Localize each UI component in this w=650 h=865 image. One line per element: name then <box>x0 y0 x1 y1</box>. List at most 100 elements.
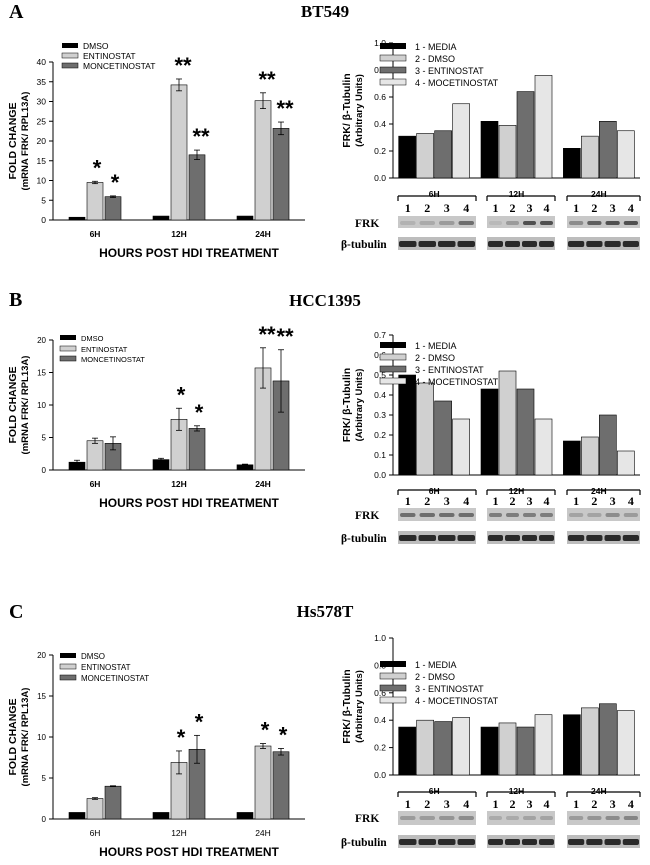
legend-swatch <box>379 672 407 680</box>
y-axis-label: FOLD CHANGE <box>7 367 19 444</box>
x-tick-label: 6H <box>429 786 440 796</box>
legend-label: 2 - DMSO <box>415 353 455 363</box>
qpcr-chart-hcc1395: 0 5 10 15 20 FOLD CHANGE (mRNA FRK/ RPL13A) 6H *… <box>7 322 305 510</box>
bar <box>452 418 470 476</box>
panel-letter-c: C <box>9 601 23 623</box>
lane-number: 3 <box>610 797 616 811</box>
y-tick-label: 0 <box>41 215 46 225</box>
y-tick-label: 0.5 <box>374 370 386 380</box>
lane-number: 2 <box>591 797 597 811</box>
frk-blot-strip <box>567 216 640 228</box>
x-tick-label: 6H <box>90 828 101 838</box>
legend-swatch <box>380 661 406 667</box>
lane-number: 3 <box>527 797 533 811</box>
legend-label: 2 - DMSO <box>415 672 455 682</box>
tubulin-band <box>418 241 436 247</box>
tubulin-band <box>505 839 520 845</box>
lane-number: 3 <box>527 494 533 508</box>
bar <box>581 436 599 476</box>
y-tick-label: 0.2 <box>374 146 386 156</box>
blot-label-tubulin: β-tubulin <box>341 239 387 251</box>
tubulin-band <box>539 241 554 247</box>
significance-marker: * <box>261 718 270 743</box>
tubulin-band <box>505 241 520 247</box>
y-tick-label: 0.6 <box>374 688 386 698</box>
qpcr-chart-hs578t: 0 5 10 15 20 FOLD CHANGE (mRNA FRK/ RPL13A) 6H *… <box>7 651 305 859</box>
frk-band <box>587 221 602 225</box>
blot-label-frk: FRK <box>355 813 379 825</box>
legend-swatch <box>380 342 406 348</box>
frk-blot-strip <box>567 508 640 521</box>
frk-band <box>540 816 553 820</box>
significance-marker: ** <box>258 67 276 92</box>
frk-band <box>506 816 519 820</box>
y-tick-label: 35 <box>37 77 47 87</box>
bar <box>236 215 254 221</box>
tubulin-band <box>418 839 436 845</box>
frk-blot-strip <box>487 811 555 825</box>
legend-label: 1 - MEDIA <box>415 341 457 351</box>
tubulin-band <box>457 241 475 247</box>
bar <box>416 133 434 179</box>
lane-number: 4 <box>463 201 469 215</box>
y-tick-label: 0.4 <box>374 390 386 400</box>
bar <box>581 135 599 179</box>
lane-number: 3 <box>444 201 450 215</box>
blot-label-tubulin: β-tubulin <box>341 837 387 849</box>
legend-swatch <box>59 663 77 670</box>
bar <box>480 388 499 476</box>
lane-number: 3 <box>527 201 533 215</box>
tubulin-blot-strip <box>398 531 476 544</box>
frk-band <box>489 221 502 225</box>
y-tick-label: 0.4 <box>374 715 386 725</box>
frk-band <box>605 816 620 820</box>
bar <box>170 84 188 221</box>
bar <box>434 721 452 776</box>
bar <box>452 717 470 776</box>
y-tick-label: 0 <box>42 815 47 824</box>
legend-label: 3 - ENTINOSTAT <box>415 684 484 694</box>
frk-blot-strip <box>398 216 476 228</box>
tubulin-band <box>568 241 585 247</box>
y-tick-label: 10 <box>37 401 46 410</box>
legend-label: DMSO <box>83 41 109 51</box>
frk-band <box>419 816 435 820</box>
frk-band <box>623 816 638 820</box>
bar <box>398 135 416 179</box>
y-axis-label: FRK/ β-Tubulin <box>341 669 353 743</box>
tubulin-blot-strip <box>487 835 555 848</box>
x-axis-label: HOURS POST HDI TREATMENT <box>99 845 279 859</box>
tubulin-blot-strip <box>487 237 555 250</box>
cell-line-title-a: BT549 <box>301 2 349 21</box>
y-tick-label: 5 <box>42 434 47 443</box>
legend-label: MONCETINOSTAT <box>81 355 145 364</box>
tubulin-blot-strip <box>487 531 555 544</box>
y-tick-label: 15 <box>37 369 46 378</box>
bar <box>68 216 86 221</box>
significance-marker: ** <box>276 324 294 349</box>
significance-marker: * <box>177 725 186 750</box>
bar <box>398 726 416 776</box>
bar <box>272 128 290 221</box>
bar <box>480 726 499 776</box>
lane-number: 2 <box>591 201 597 215</box>
legend-swatch <box>61 52 79 59</box>
legend-label: ENTINOSTAT <box>81 345 128 354</box>
tubulin-band <box>438 535 456 541</box>
bar <box>86 182 104 221</box>
y-axis-label: FRK/ β-Tubulin <box>341 368 353 442</box>
tubulin-band <box>438 839 456 845</box>
tubulin-band <box>488 535 503 541</box>
y-tick-label: 15 <box>37 692 46 701</box>
lane-number: 1 <box>573 201 579 215</box>
tubulin-band <box>539 839 554 845</box>
legend-label: DMSO <box>81 652 105 661</box>
bar <box>452 103 470 179</box>
frk-band <box>439 221 455 225</box>
y-tick-label: 0.2 <box>374 743 386 753</box>
tubulin-band <box>622 839 639 845</box>
